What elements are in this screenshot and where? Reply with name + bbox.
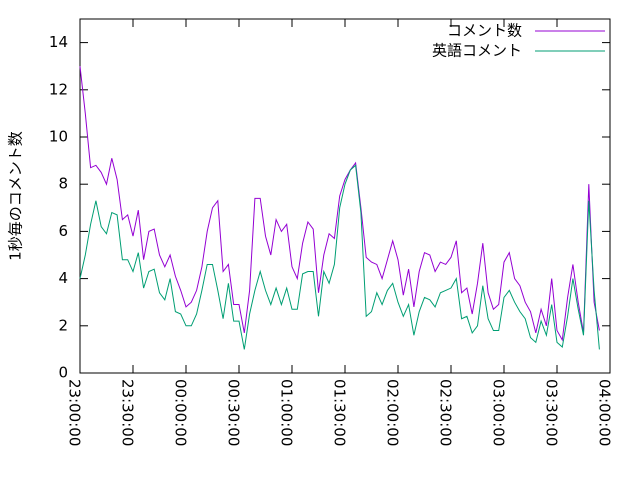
x-tick-label: 00:30:00 <box>225 379 243 446</box>
y-axis-label: 1秒毎のコメント数 <box>7 131 25 261</box>
x-tick-label: 01:00:00 <box>278 379 296 446</box>
x-tick-label: 04:00:00 <box>596 379 614 446</box>
x-tick-label: 02:00:00 <box>384 379 402 446</box>
x-tick-label: 01:30:00 <box>331 379 349 446</box>
y-tick-label: 8 <box>58 175 68 193</box>
y-tick-label: 2 <box>58 316 68 334</box>
x-tick-label: 03:30:00 <box>543 379 561 446</box>
y-tick-label: 10 <box>49 128 68 146</box>
x-tick-label: 02:30:00 <box>437 379 455 446</box>
plot-border <box>79 18 611 374</box>
y-tick-label: 0 <box>58 364 68 382</box>
y-tick-label: 4 <box>58 269 68 287</box>
y-tick-label: 12 <box>49 80 68 98</box>
x-tick-label: 23:30:00 <box>119 379 137 446</box>
data-line <box>79 66 600 342</box>
x-tick-label: 03:00:00 <box>490 379 508 446</box>
x-tick-label: 00:00:00 <box>172 379 190 446</box>
y-tick-label: 14 <box>49 33 68 51</box>
x-tick-label: 23:00:00 <box>66 379 84 446</box>
legend-label: コメント数 <box>447 22 522 40</box>
data-line <box>79 164 600 350</box>
y-tick-label: 6 <box>58 222 68 240</box>
legend-label: 英語コメント <box>432 42 522 60</box>
